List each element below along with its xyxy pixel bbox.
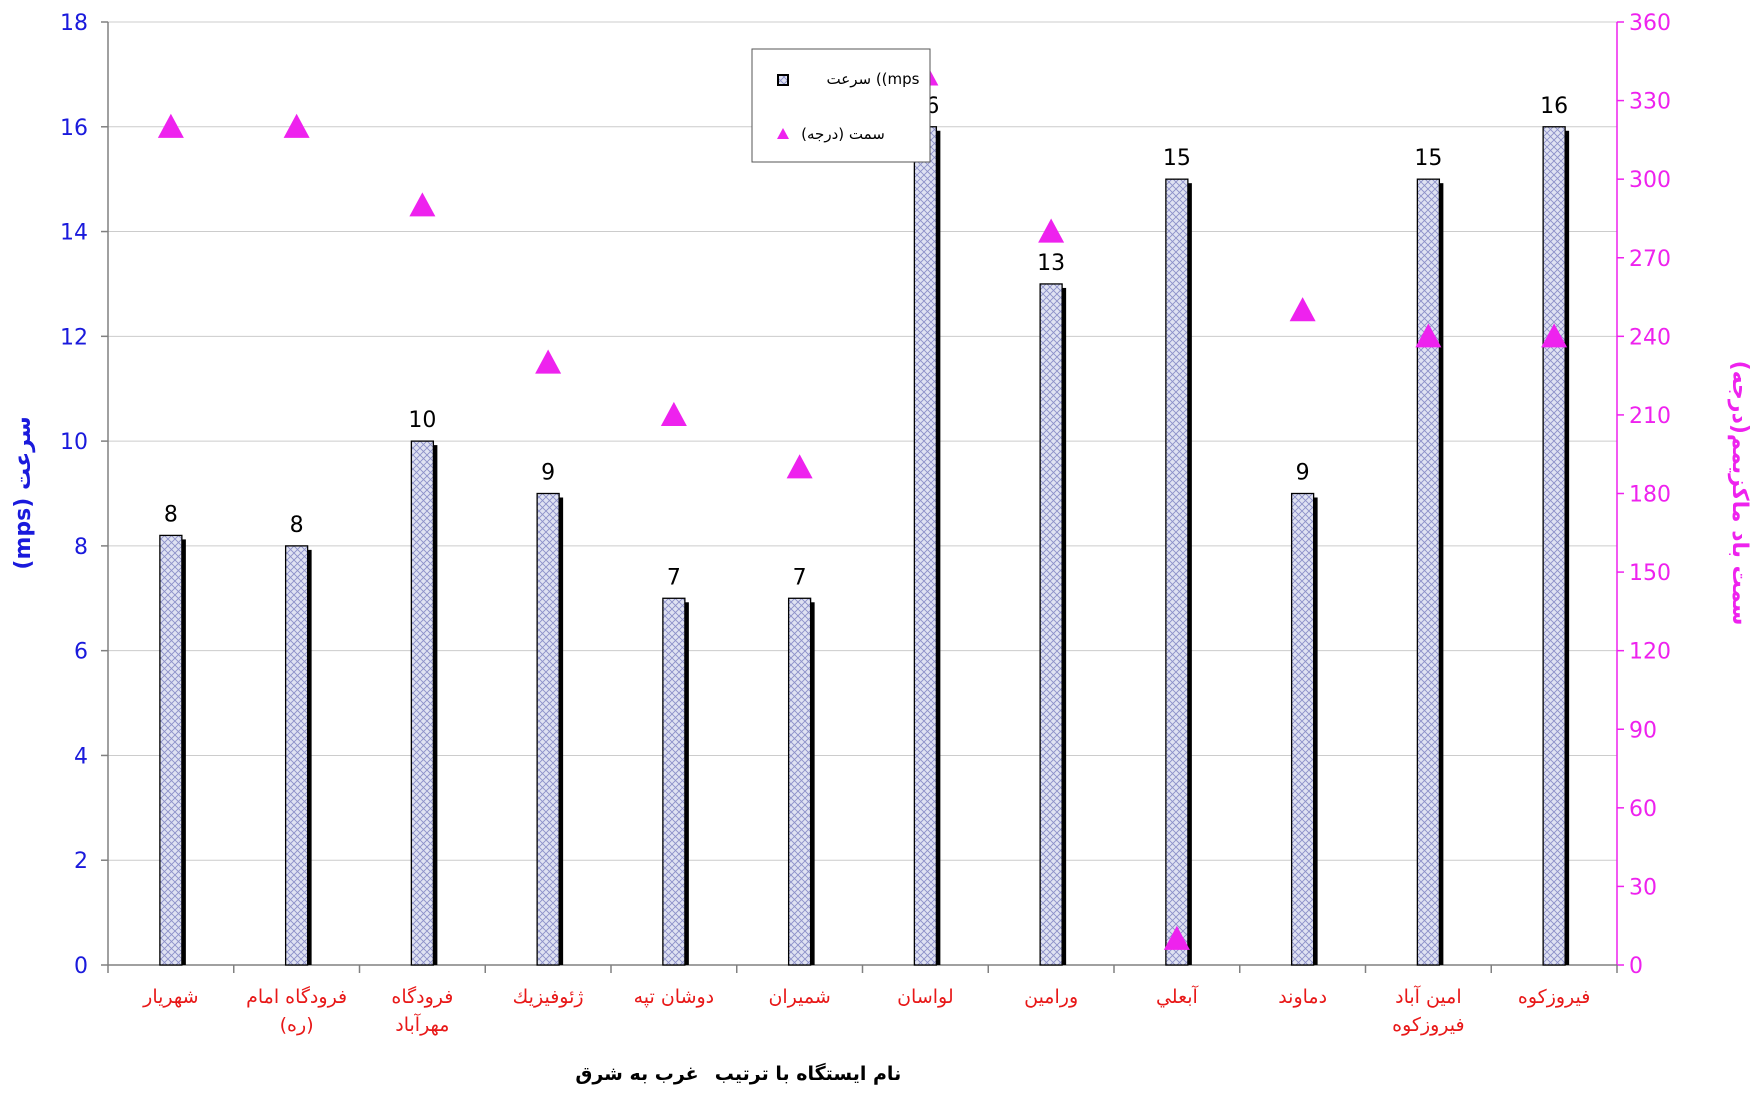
y-axis-title-right: سمت باد ماكزيمم(درجه) bbox=[1727, 361, 1752, 626]
axes: 0246810121416180306090120150180210240270… bbox=[60, 11, 1671, 979]
category-label: دماوند bbox=[1278, 986, 1327, 1008]
category-label: شميران bbox=[768, 986, 830, 1008]
bar bbox=[1416, 178, 1441, 966]
x-axis-title-part1: نام ايستگاه با ترتيب bbox=[715, 1062, 901, 1085]
marker-triangle bbox=[409, 192, 436, 217]
right-tick-label: 300 bbox=[1629, 168, 1671, 193]
left-tick-label: 2 bbox=[74, 849, 88, 874]
bar bbox=[536, 492, 560, 966]
bar bbox=[913, 126, 938, 966]
legend-direction-label: سمت (درجه) bbox=[801, 125, 885, 143]
bar-data-label: 13 bbox=[1037, 251, 1065, 276]
bar bbox=[1165, 178, 1189, 966]
bar bbox=[410, 440, 435, 966]
right-tick-label: 270 bbox=[1629, 247, 1671, 272]
bar bbox=[284, 545, 309, 966]
gridlines bbox=[108, 21, 1617, 861]
category-label: فيروزكوه bbox=[1518, 986, 1590, 1008]
bar bbox=[1542, 126, 1566, 966]
left-tick-label: 16 bbox=[60, 116, 88, 141]
category-label: فرودگاه امام bbox=[246, 985, 347, 1008]
marker-triangle bbox=[1163, 925, 1190, 950]
marker-triangle bbox=[786, 454, 813, 479]
category-label: فيروزكوه bbox=[1392, 1014, 1464, 1036]
bar bbox=[159, 534, 183, 966]
marker-triangle bbox=[535, 349, 562, 374]
left-tick-label: 4 bbox=[74, 744, 88, 769]
category-label: ورامين bbox=[1024, 986, 1078, 1008]
labels: 8 8 10 9 7 7 16 13 15 9 15 16 شهريار فرودگاه امام (ره)… bbox=[11, 94, 1752, 1085]
right-tick-label: 330 bbox=[1629, 90, 1671, 115]
left-tick-label: 8 bbox=[74, 535, 88, 560]
category-label: فرودگاه bbox=[391, 985, 453, 1008]
bar-data-label: 16 bbox=[1540, 94, 1568, 119]
marker-triangle bbox=[157, 113, 184, 138]
left-tick-label: 14 bbox=[60, 221, 88, 246]
category-label: شهريار bbox=[142, 986, 198, 1008]
marker-triangle bbox=[660, 401, 687, 426]
legend-bar-swatch bbox=[777, 74, 789, 86]
left-tick-label: 0 bbox=[74, 954, 88, 979]
left-tick-label: 12 bbox=[60, 325, 88, 350]
right-tick-label: 210 bbox=[1629, 404, 1671, 429]
category-label: لواسان bbox=[897, 986, 954, 1008]
category-label: ژئوفيزيك bbox=[513, 986, 584, 1008]
legend-triangle-swatch bbox=[777, 128, 789, 139]
right-tick-label: 0 bbox=[1629, 954, 1643, 979]
right-tick-label: 180 bbox=[1629, 483, 1671, 508]
marker-triangle bbox=[1541, 323, 1568, 348]
legend-speed-label: سرعت ((mps bbox=[827, 70, 920, 88]
category-label: (ره) bbox=[280, 1014, 314, 1036]
right-tick-label: 150 bbox=[1629, 561, 1671, 586]
bar-data-label: 9 bbox=[1296, 461, 1310, 486]
left-tick-label: 6 bbox=[74, 640, 88, 665]
bar bbox=[1039, 283, 1063, 966]
right-tick-label: 120 bbox=[1629, 640, 1671, 665]
x-axis-title-part2: غرب به شرق bbox=[575, 1063, 698, 1085]
bar bbox=[787, 597, 812, 966]
left-tick-label: 10 bbox=[60, 430, 88, 455]
y-axis-title-left: (mps) سرعت bbox=[11, 416, 36, 569]
legend-box bbox=[751, 48, 931, 163]
right-tick-label: 60 bbox=[1629, 797, 1657, 822]
bar bbox=[1290, 492, 1315, 966]
legend: سرعت ((mps سمت (درجه) bbox=[751, 48, 931, 163]
bar-data-label: 7 bbox=[667, 565, 681, 590]
marker-triangle bbox=[1415, 323, 1442, 348]
category-label: مهرآباد bbox=[395, 1012, 449, 1036]
category-label: آبعلي bbox=[1156, 984, 1199, 1008]
bar-data-label: 15 bbox=[1414, 146, 1442, 171]
category-label: امين آباد bbox=[1395, 984, 1462, 1008]
bar bbox=[662, 597, 686, 966]
bar-data-label: 9 bbox=[541, 461, 555, 486]
bar-series bbox=[159, 126, 1570, 966]
bar-data-label: 7 bbox=[793, 565, 807, 590]
right-tick-label: 90 bbox=[1629, 718, 1657, 743]
marker-triangle bbox=[1038, 218, 1065, 243]
bar-data-label: 15 bbox=[1163, 146, 1191, 171]
marker-series bbox=[157, 61, 1568, 950]
marker-triangle bbox=[283, 113, 310, 138]
right-tick-label: 360 bbox=[1629, 11, 1671, 36]
right-tick-label: 30 bbox=[1629, 875, 1657, 900]
bar-data-label: 10 bbox=[408, 408, 436, 433]
category-label: دوشان تپه bbox=[634, 986, 715, 1008]
bar-data-label: 8 bbox=[164, 502, 178, 527]
bar-data-label: 8 bbox=[290, 513, 304, 538]
right-tick-label: 240 bbox=[1629, 325, 1671, 350]
left-tick-label: 18 bbox=[60, 11, 88, 36]
marker-triangle bbox=[1289, 297, 1316, 322]
